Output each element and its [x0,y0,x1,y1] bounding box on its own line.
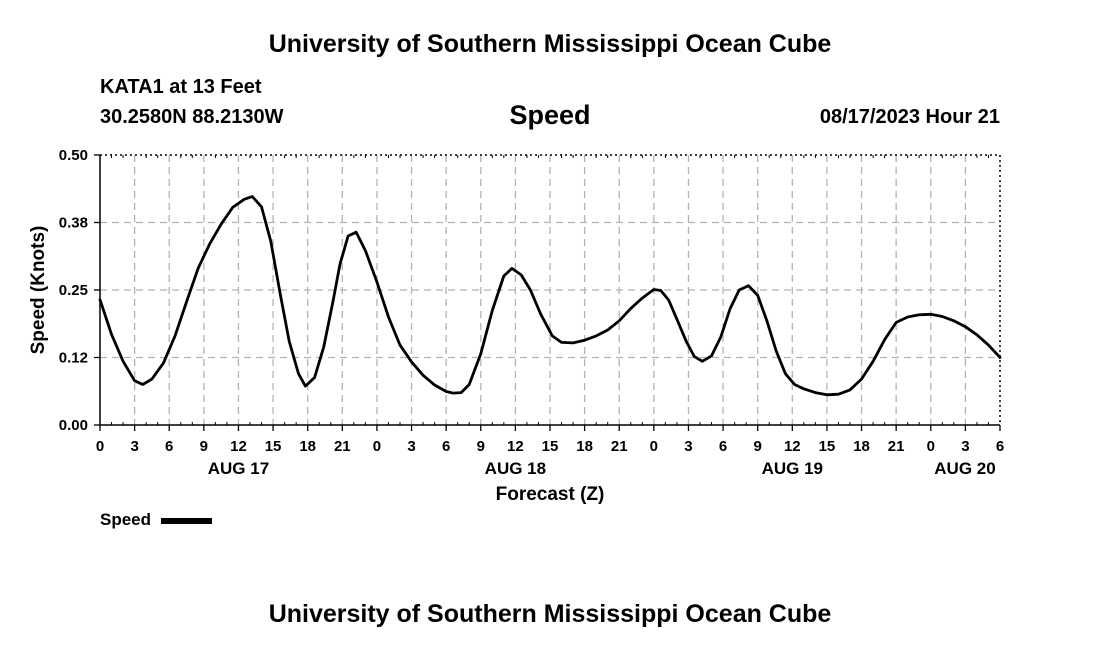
y-tick-label: 0.00 [59,417,88,434]
x-tick-label: 15 [265,438,282,455]
x-tick-label: 21 [611,438,628,455]
x-tick-label: 9 [200,438,208,455]
date-label: AUG 20 [934,459,995,478]
x-tick-label: 0 [927,438,935,455]
x-tick-label: 12 [784,438,801,455]
x-tick-label: 3 [684,438,692,455]
x-tick-label: 3 [130,438,138,455]
x-tick-label: 12 [230,438,247,455]
page-title: University of Southern Mississippi Ocean… [268,30,832,58]
y-tick-label: 0.25 [59,282,88,299]
y-tick-label: 0.38 [59,215,88,232]
date-label: AUG 18 [485,459,546,478]
x-tick-label: 6 [442,438,450,455]
x-tick-label: 3 [961,438,969,455]
series-layer [98,195,1002,397]
x-tick-label: 0 [373,438,381,455]
date-label: AUG 19 [762,459,823,478]
x-tick-label: 0 [96,438,104,455]
grid-layer [100,155,1000,425]
station-label: KATA1 at 13 Feet [100,76,262,98]
x-tick-label: 3 [407,438,415,455]
chart-title: Speed [509,100,591,130]
legend-line-swatch [161,518,212,524]
y-axis-label: Speed (Knots) [28,226,49,355]
speed-series-line [98,195,1002,397]
x-tick-label: 18 [576,438,593,455]
x-tick-label: 18 [299,438,316,455]
x-tick-label: 21 [334,438,351,455]
datetime-label: 08/17/2023 Hour 21 [819,106,1000,128]
coordinates-label: 30.2580N 88.2130W [100,106,284,128]
x-tick-label: 6 [165,438,173,455]
x-tick-label: 0 [650,438,658,455]
y-tick-label: 0.12 [59,350,88,367]
x-tick-label: 15 [819,438,836,455]
x-tick-label: 6 [719,438,727,455]
label-layer: 0 3 6 9 12 15 18 21 0 3 6 9 12 15 18 21 0 3 6 9 12 15 18 21 0 3 6 0… [28,147,1004,505]
y-tick-label: 0.50 [59,147,88,164]
legend-label: Speed [100,510,152,529]
x-tick-label: 9 [477,438,485,455]
axis-layer [94,154,1001,431]
x-axis-label: Forecast (Z) [496,484,605,505]
x-tick-label: 12 [507,438,524,455]
x-tick-label: 6 [996,438,1004,455]
x-tick-label: 18 [853,438,870,455]
x-tick-label: 21 [888,438,905,455]
footer-title: University of Southern Mississippi Ocean… [268,600,832,628]
x-tick-label: 15 [542,438,559,455]
date-label: AUG 17 [208,459,269,478]
x-tick-label: 9 [754,438,762,455]
